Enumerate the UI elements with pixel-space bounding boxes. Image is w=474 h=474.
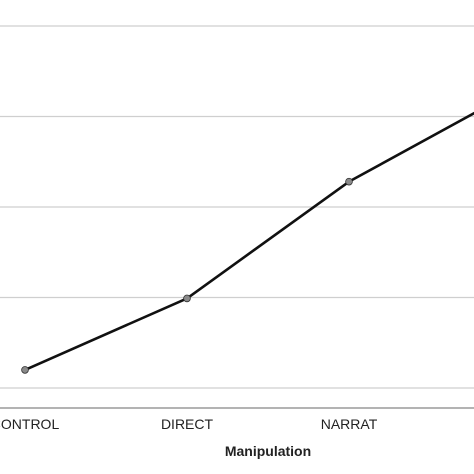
data-point-narrat — [345, 177, 353, 186]
data-point-control — [21, 366, 29, 374]
series-layer — [21, 111, 474, 374]
series-line-0 — [24, 111, 474, 372]
x-tick-label-0: CONTROL — [0, 416, 59, 432]
x-axis-title: Manipulation — [225, 443, 311, 459]
x-tick-label-1: DIRECT — [161, 416, 214, 432]
x-tick-labels: CONTROLDIRECTNARRATI — [0, 416, 378, 432]
x-tick-label-2: NARRAT — [321, 416, 378, 432]
gridlines — [0, 25, 474, 389]
data-point-direct — [183, 294, 191, 303]
